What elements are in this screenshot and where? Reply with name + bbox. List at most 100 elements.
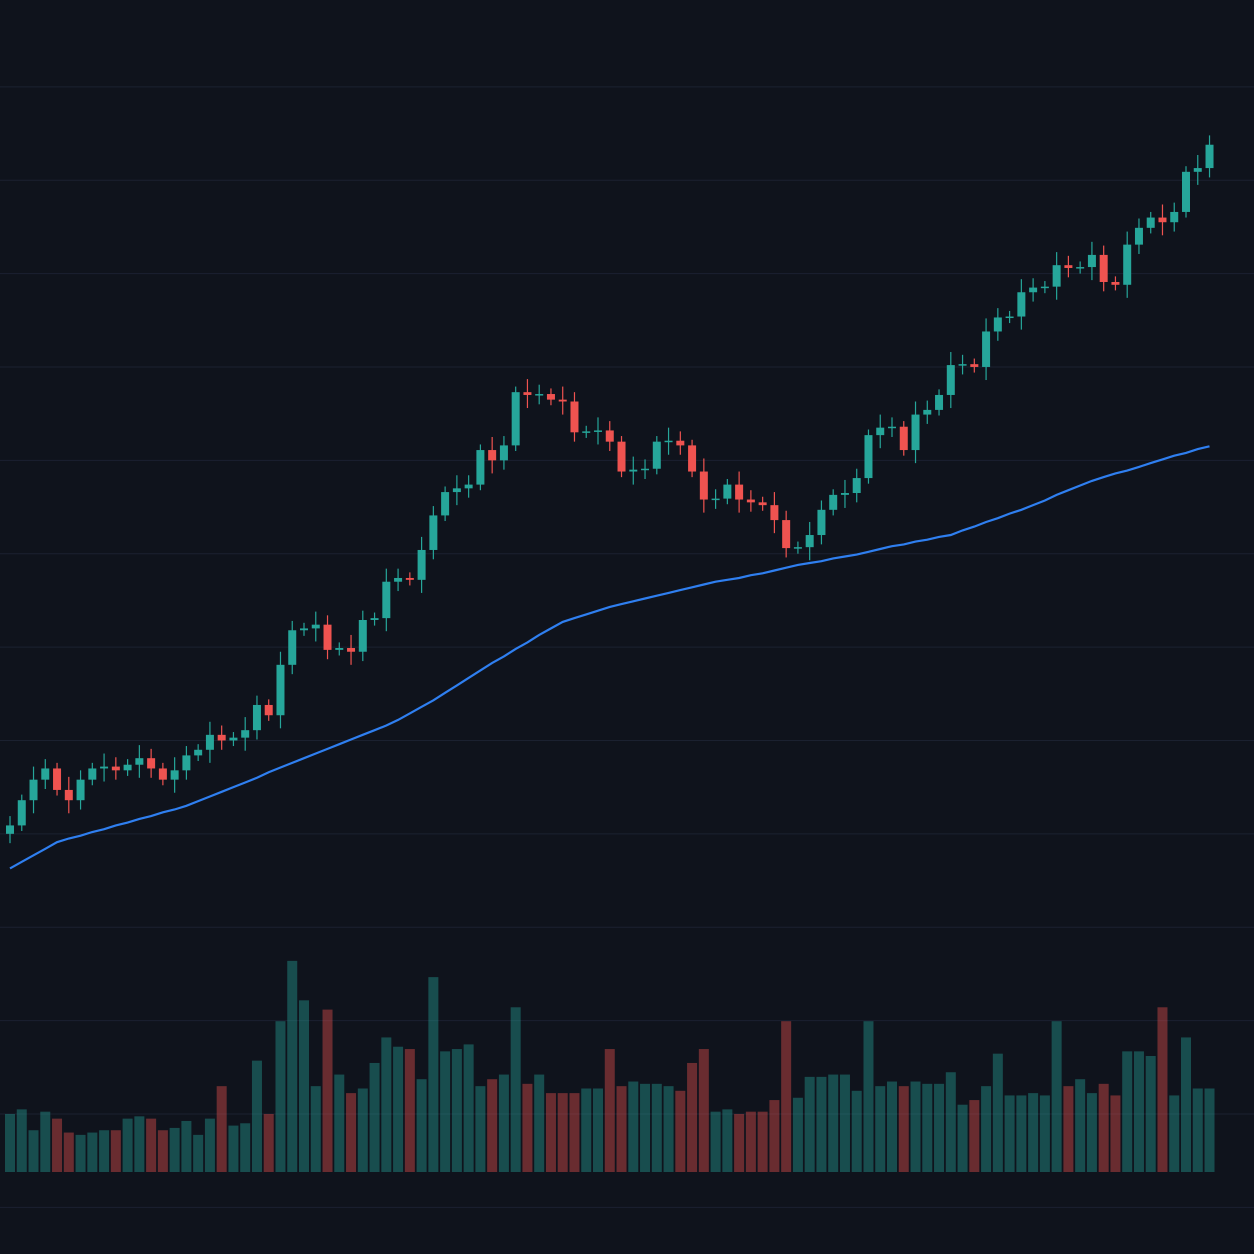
candle-body bbox=[970, 364, 979, 367]
volume-bar bbox=[816, 1076, 827, 1172]
volume-bar bbox=[463, 1044, 474, 1172]
volume-bar bbox=[416, 1079, 427, 1172]
candle-body bbox=[605, 430, 614, 442]
volume-bar bbox=[710, 1111, 721, 1172]
candle-body bbox=[946, 365, 955, 395]
candle-body bbox=[864, 435, 873, 479]
candle-body bbox=[1064, 265, 1073, 268]
volume-bar bbox=[193, 1134, 204, 1172]
candle-body bbox=[441, 492, 450, 516]
candle-body bbox=[382, 581, 391, 619]
candle-body bbox=[323, 624, 332, 650]
candle-body bbox=[688, 445, 697, 472]
volume-bar bbox=[569, 1093, 580, 1172]
candle-body bbox=[852, 478, 861, 494]
volume-bar bbox=[1098, 1083, 1109, 1172]
candle-body bbox=[793, 547, 802, 549]
candle-body bbox=[805, 535, 814, 548]
volume-bar bbox=[734, 1114, 745, 1172]
candle-body bbox=[617, 441, 626, 472]
volume-bar bbox=[628, 1081, 639, 1172]
volume-bar bbox=[534, 1074, 545, 1172]
candle-body bbox=[147, 758, 156, 769]
candle-body bbox=[899, 426, 908, 451]
volume-bar bbox=[957, 1104, 968, 1172]
volume-bar bbox=[898, 1086, 909, 1172]
volume-bar bbox=[451, 1049, 462, 1172]
volume-bar bbox=[146, 1118, 157, 1172]
volume-bar bbox=[1133, 1051, 1144, 1172]
volume-bar bbox=[16, 1109, 27, 1172]
candle-body bbox=[1029, 287, 1038, 293]
candle-body bbox=[1017, 292, 1026, 317]
volume-bar bbox=[52, 1118, 63, 1172]
volume-bar bbox=[381, 1037, 392, 1172]
candle-body bbox=[1205, 144, 1214, 169]
candle-body bbox=[464, 484, 473, 489]
candle-body bbox=[488, 450, 497, 461]
candle-body bbox=[1146, 217, 1155, 228]
volume-bar bbox=[498, 1074, 509, 1172]
candle-body bbox=[817, 509, 826, 536]
volume-bar bbox=[263, 1114, 274, 1172]
candle-body bbox=[652, 441, 661, 469]
volume-bar bbox=[5, 1114, 15, 1172]
volume-bar bbox=[839, 1074, 850, 1172]
candle-body bbox=[64, 789, 73, 801]
volume-bar bbox=[945, 1072, 956, 1172]
volume-bar bbox=[663, 1086, 674, 1172]
candle-body bbox=[476, 450, 485, 485]
candle-body bbox=[394, 577, 403, 582]
volume-bar bbox=[863, 1021, 874, 1172]
volume-bar bbox=[228, 1125, 239, 1172]
candle-body bbox=[582, 431, 591, 433]
volume-bar bbox=[1086, 1093, 1097, 1172]
volume-bar bbox=[181, 1120, 192, 1172]
candle-body bbox=[511, 392, 520, 446]
volume-bar bbox=[969, 1100, 980, 1172]
candle-body bbox=[1111, 281, 1120, 285]
candle-body bbox=[1193, 168, 1202, 172]
volume-bar bbox=[992, 1053, 1003, 1172]
candle-body bbox=[1087, 254, 1096, 268]
candle-body bbox=[158, 768, 167, 780]
volume-bar bbox=[28, 1130, 39, 1172]
volume-bar bbox=[1016, 1095, 1027, 1172]
candle-body bbox=[123, 764, 132, 771]
volume-bar bbox=[828, 1074, 839, 1172]
volume-bar bbox=[557, 1093, 568, 1172]
volume-bar bbox=[310, 1086, 321, 1172]
volume-bar bbox=[640, 1083, 651, 1172]
volume-bar bbox=[299, 1000, 309, 1172]
candle-body bbox=[523, 392, 532, 395]
candle-body bbox=[829, 494, 838, 510]
volume-bar bbox=[428, 977, 439, 1172]
volume-bar bbox=[934, 1083, 945, 1172]
candle-body bbox=[1040, 286, 1049, 289]
volume-bar bbox=[240, 1123, 251, 1172]
volume-bar bbox=[404, 1049, 415, 1172]
candle-body bbox=[1076, 267, 1085, 269]
volume-bar bbox=[110, 1130, 121, 1172]
volume-bar bbox=[851, 1090, 862, 1172]
candle-body bbox=[347, 648, 356, 652]
candle-body bbox=[311, 624, 320, 629]
candle-body bbox=[288, 630, 297, 665]
volume-bar bbox=[887, 1081, 897, 1172]
candle-body bbox=[923, 409, 932, 415]
volume-bar bbox=[981, 1086, 992, 1172]
candle-body bbox=[88, 768, 97, 780]
volume-bar bbox=[1204, 1088, 1215, 1172]
candle-body bbox=[1134, 227, 1143, 245]
volume-bar bbox=[722, 1109, 733, 1172]
volume-bar bbox=[910, 1081, 921, 1172]
candle-body bbox=[135, 758, 144, 765]
volume-bar bbox=[769, 1100, 780, 1172]
volume-bar bbox=[1028, 1093, 1039, 1172]
volume-bar bbox=[522, 1083, 533, 1172]
candle-body bbox=[1158, 217, 1167, 223]
volume-bar bbox=[122, 1118, 133, 1172]
candle-body bbox=[358, 619, 367, 652]
volume-bar bbox=[1157, 1007, 1168, 1172]
candle-body bbox=[876, 427, 885, 436]
